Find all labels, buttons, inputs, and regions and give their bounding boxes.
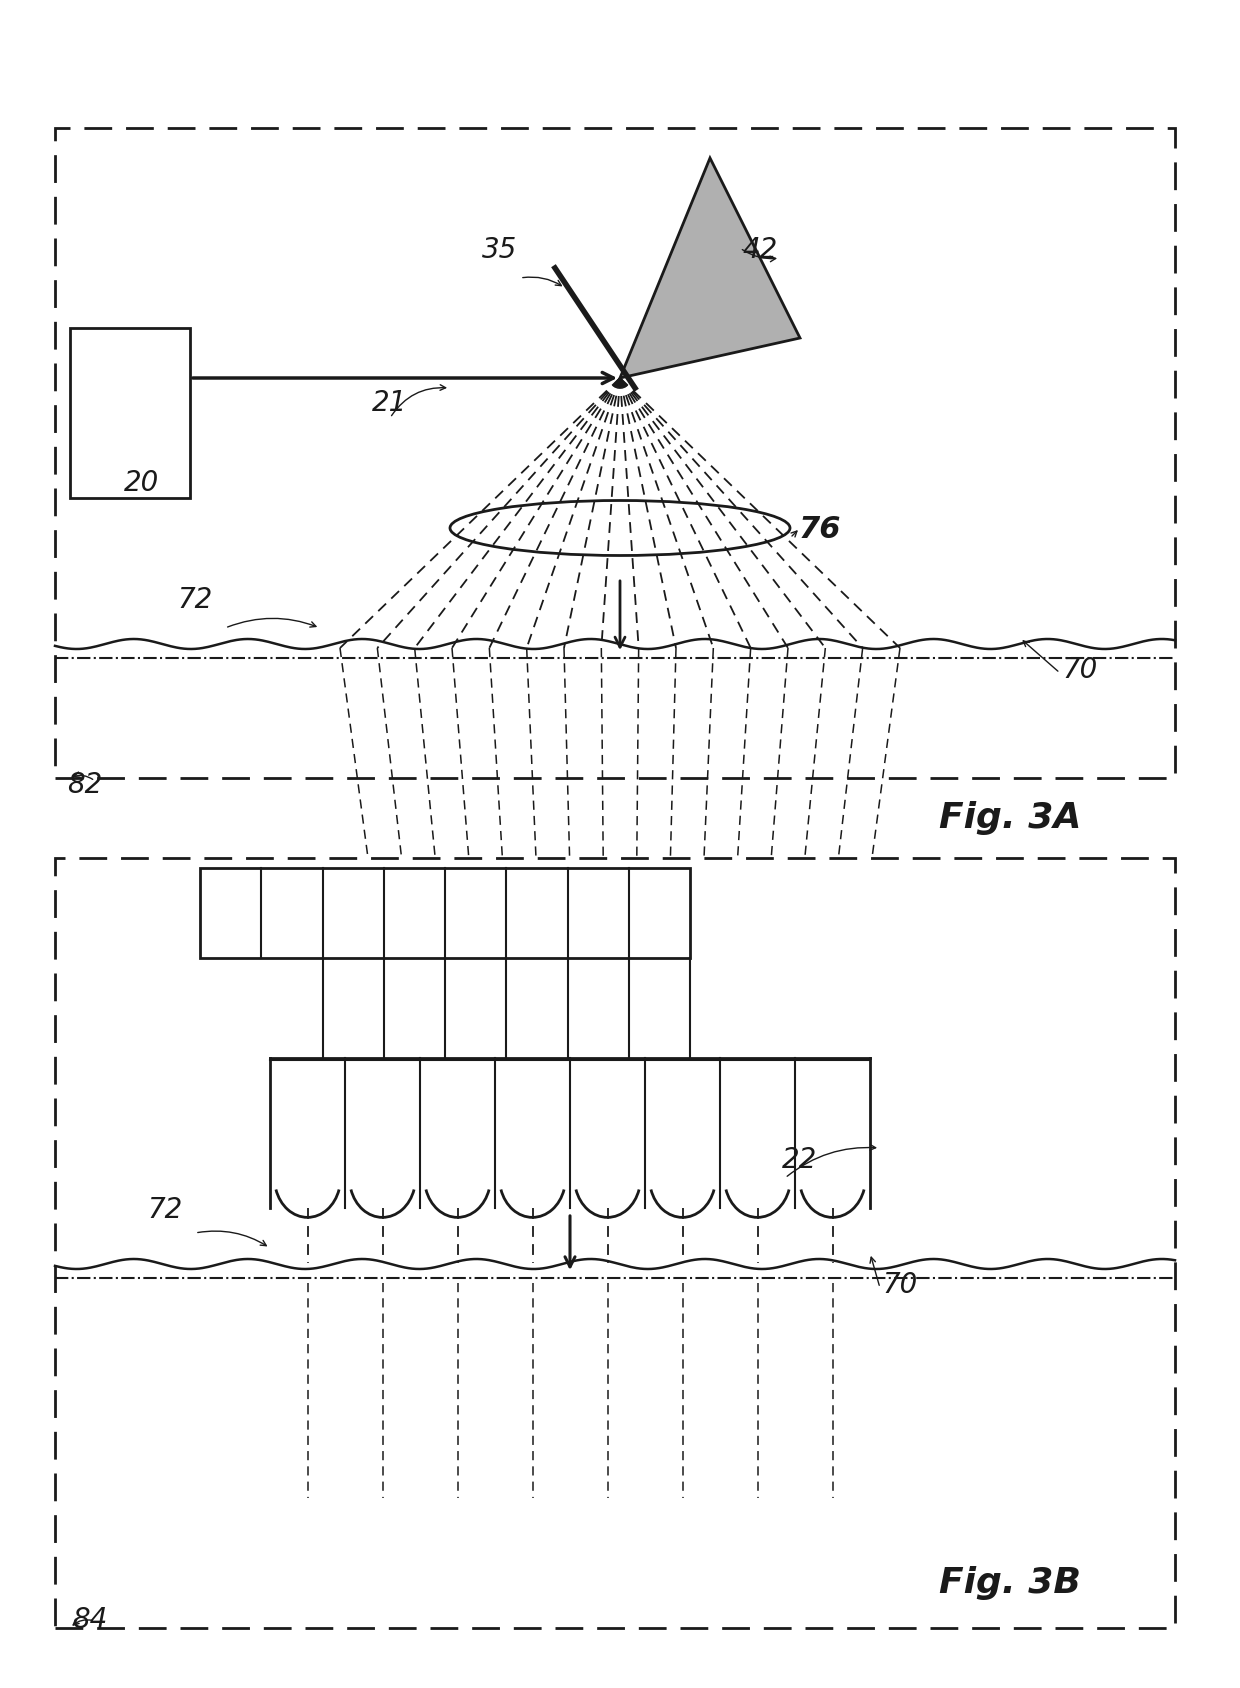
Polygon shape [620,159,800,378]
Text: Fig. 3A: Fig. 3A [939,802,1081,836]
Text: Fig. 3B: Fig. 3B [939,1566,1081,1600]
Bar [55,128,1176,778]
Text: 76: 76 [799,515,841,544]
Text: 70: 70 [883,1271,918,1300]
Bar [55,858,1176,1627]
Text: 84: 84 [72,1605,108,1634]
Bar [69,327,190,498]
Text: 70: 70 [1063,657,1097,684]
Text: 35: 35 [482,236,517,263]
Text: 42: 42 [743,236,777,263]
Text: 82: 82 [67,771,103,798]
Text: 72: 72 [177,586,212,614]
Text: 20: 20 [124,469,160,496]
Text: 72: 72 [148,1197,182,1224]
Text: 21: 21 [372,388,408,417]
Text: 22: 22 [782,1146,817,1173]
Bar [200,868,689,959]
